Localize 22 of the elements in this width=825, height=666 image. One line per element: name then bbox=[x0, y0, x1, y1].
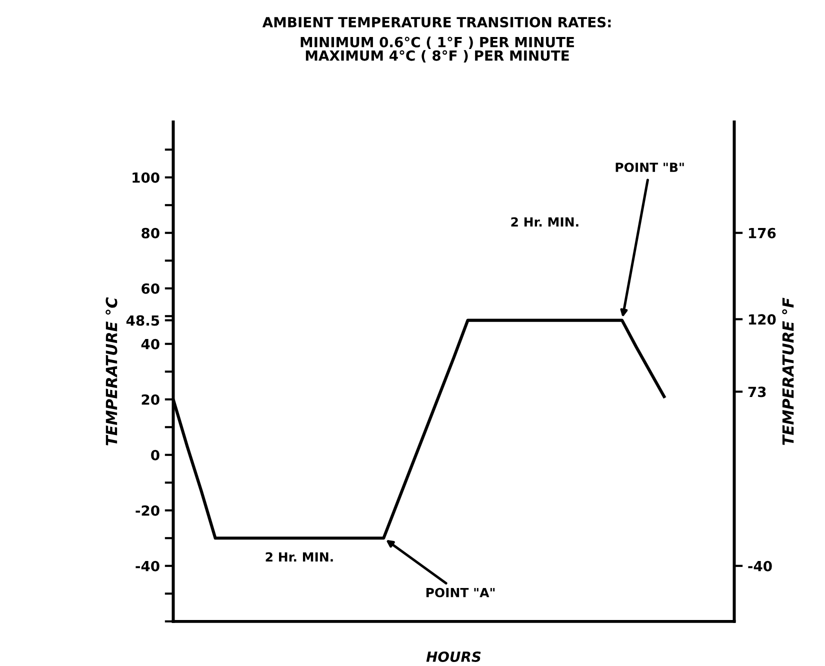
y-tick-label: 60 bbox=[142, 283, 160, 294]
chart-subtitle: MINIMUM 0.6°C ( 1°F ) PER MINUTE MAXIMUM 4°C ( 8°F ) PER MINUTE bbox=[300, 36, 574, 62]
annotation: 2 Hr. MIN. bbox=[511, 217, 578, 227]
chart-title: AMBIENT TEMPERATURE TRANSITION RATES: bbox=[262, 16, 611, 28]
y2-tick-label: 73 bbox=[748, 386, 766, 398]
x-axis-title: HOURS bbox=[426, 651, 481, 662]
annotation: POINT "A" bbox=[426, 588, 495, 598]
y-tick-label: 20 bbox=[142, 394, 160, 405]
y-tick-label: 40 bbox=[141, 338, 160, 350]
y-tick-label: 48.5 bbox=[126, 315, 160, 326]
y-tick-label: 100 bbox=[132, 172, 160, 183]
y-tick-label: 80 bbox=[142, 228, 160, 238]
y-tick-label: -40 bbox=[136, 560, 160, 572]
y2-axis-title: TEMPERATURE °F bbox=[782, 298, 794, 446]
y-tick-label: -20 bbox=[136, 505, 160, 516]
y-tick-label: 0 bbox=[151, 450, 160, 460]
y-axis-title: TEMPERATURE °C bbox=[106, 297, 118, 446]
y2-tick-label: 120 bbox=[749, 314, 776, 325]
y2-tick-label: -40 bbox=[748, 560, 772, 572]
annotation: POINT "B" bbox=[616, 162, 684, 172]
annotation: 2 Hr. MIN. bbox=[266, 552, 333, 562]
y2-tick-label: 176 bbox=[749, 228, 776, 238]
